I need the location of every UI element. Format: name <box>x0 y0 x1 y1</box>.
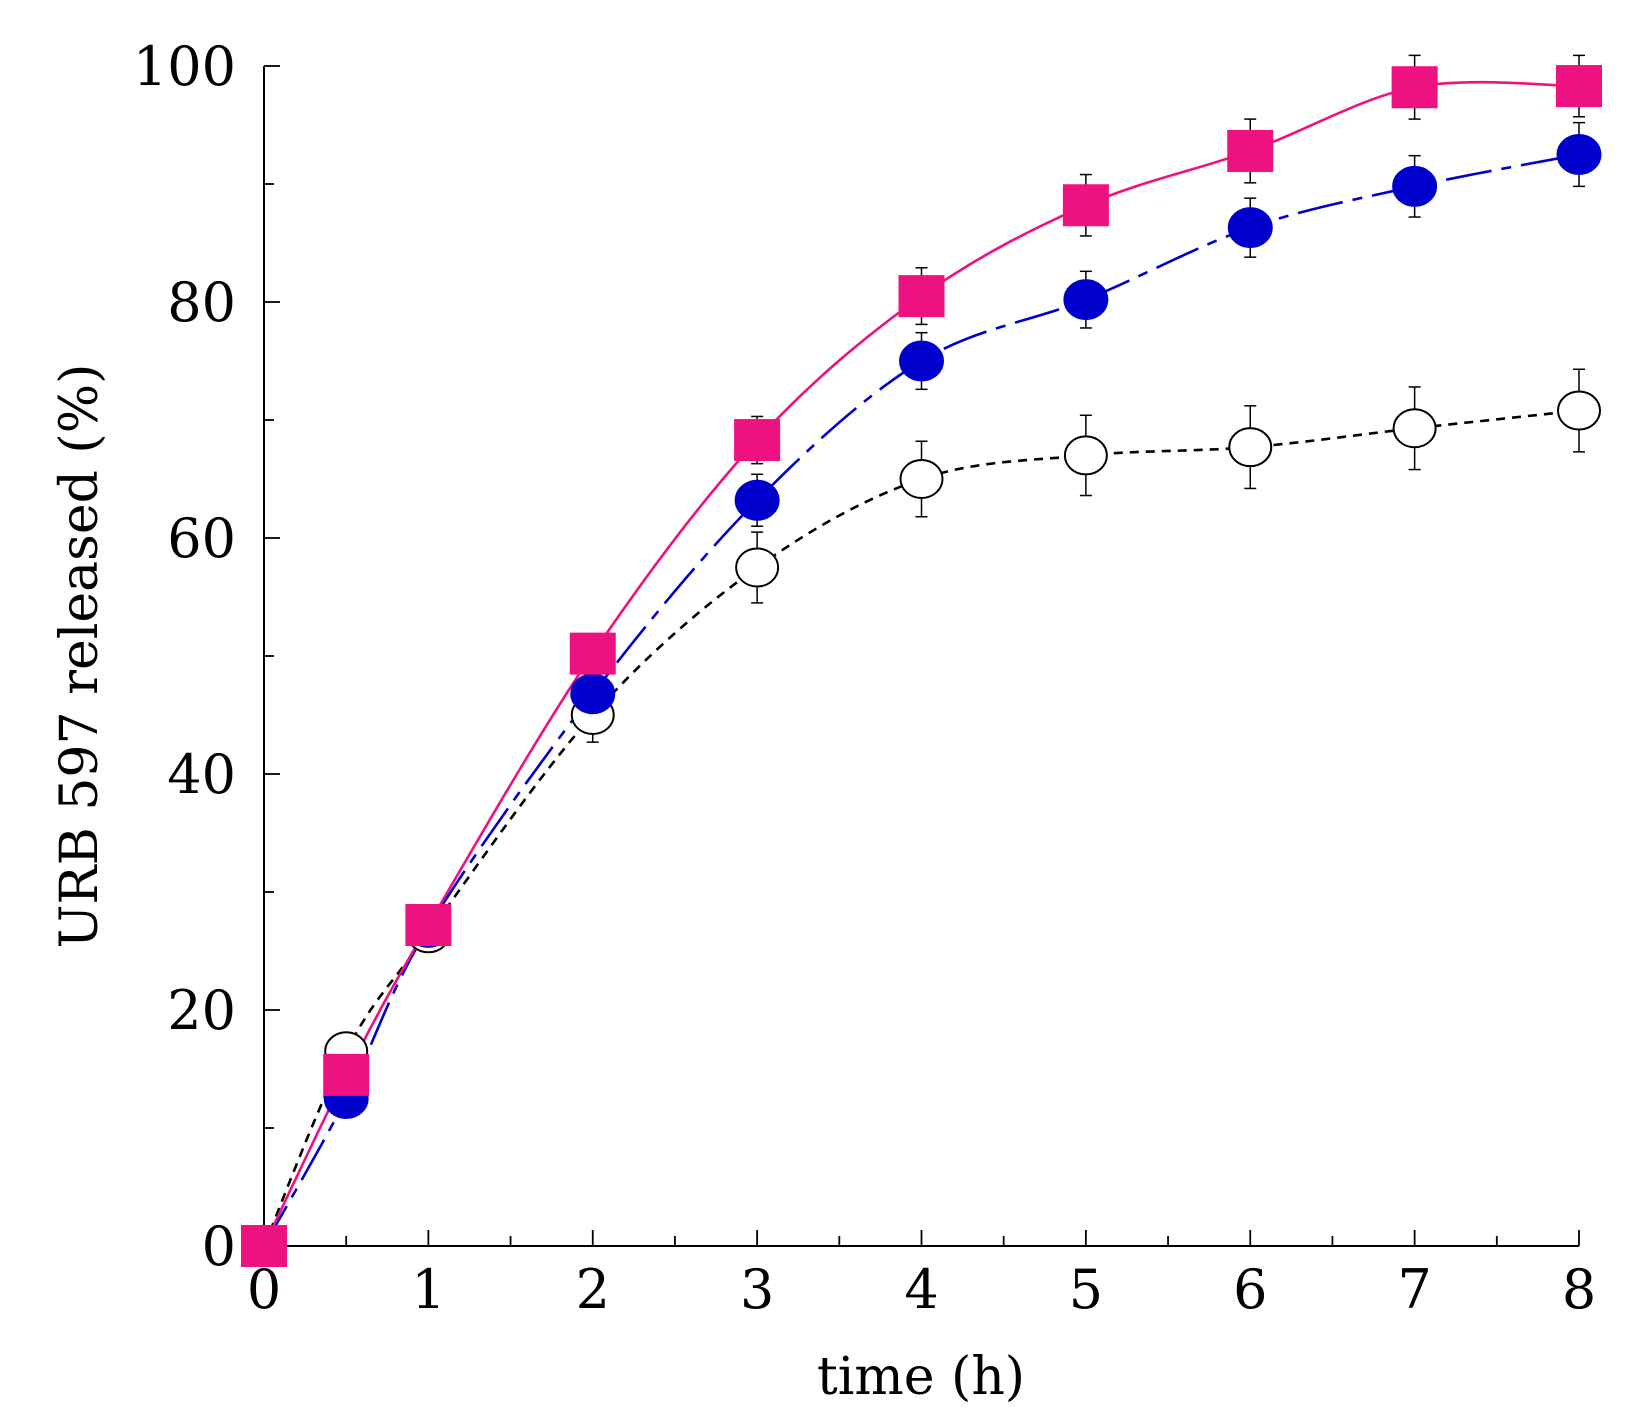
x-axis-title: time (h) <box>817 1347 1025 1407</box>
y-tick-label: 0 <box>202 1215 236 1278</box>
x-tick-label: 5 <box>1069 1258 1103 1321</box>
series-line-3 <box>262 80 1580 1247</box>
marker-square <box>1062 184 1109 227</box>
marker-square <box>1227 129 1274 172</box>
marker-circle-open <box>1392 408 1437 449</box>
marker-square <box>1391 66 1438 109</box>
marker-square <box>734 419 781 462</box>
marker-square <box>405 904 452 947</box>
y-tick-label: 60 <box>167 507 236 570</box>
marker-square <box>1556 65 1602 108</box>
series-lines <box>262 80 1580 1247</box>
marker-circle-filled <box>1063 279 1109 321</box>
marker-circle-filled <box>899 340 944 382</box>
x-tick-label: 2 <box>576 1258 610 1321</box>
x-tick-label: 3 <box>740 1258 774 1321</box>
axes <box>263 66 1579 1247</box>
marker-circle-open <box>1063 435 1108 476</box>
series-line-2 <box>262 153 1580 1247</box>
x-tick-label: 7 <box>1397 1258 1431 1321</box>
series-line-1 <box>262 409 1580 1247</box>
marker-circle-filled <box>1392 165 1438 207</box>
marker-circle-open <box>1557 390 1601 431</box>
marker-circle-filled <box>1227 207 1273 249</box>
marker-square <box>323 1053 370 1096</box>
x-tick-label: 0 <box>247 1258 281 1321</box>
y-tick-label: 40 <box>167 743 236 806</box>
error-bars <box>586 54 1585 743</box>
marker-circle-filled <box>1556 134 1602 175</box>
marker-circle-filled <box>570 673 616 715</box>
marker-circle-open <box>1228 427 1273 468</box>
x-tick-label: 1 <box>411 1258 445 1321</box>
y-tick-label: 80 <box>167 271 236 334</box>
markers <box>241 65 1602 1267</box>
marker-circle-filled <box>734 479 780 521</box>
ticks <box>263 65 1580 1247</box>
y-tick-label: 20 <box>167 979 236 1042</box>
y-axis-title: URB 597 released (%) <box>50 364 110 949</box>
x-tick-label: 8 <box>1562 1258 1596 1321</box>
x-tick-label: 6 <box>1233 1258 1267 1321</box>
marker-circle-open <box>735 547 780 588</box>
marker-square <box>569 632 616 675</box>
marker-square <box>898 275 945 318</box>
marker-circle-open <box>899 459 944 499</box>
x-tick-label: 4 <box>904 1258 938 1321</box>
marker-square <box>241 1225 287 1267</box>
y-tick-label: 100 <box>133 35 236 98</box>
